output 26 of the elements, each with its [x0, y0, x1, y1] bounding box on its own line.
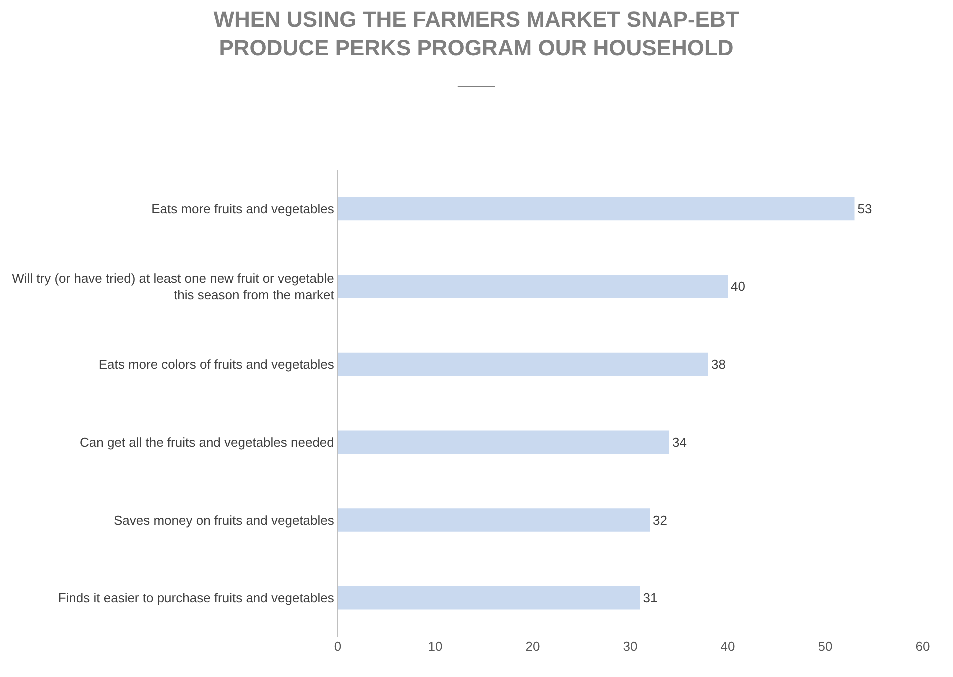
data-label: 40	[731, 279, 746, 294]
x-tick-label: 50	[818, 639, 833, 654]
bar	[338, 586, 640, 610]
x-tick-label: 40	[720, 639, 736, 654]
y-tick-label: Eats more colors of fruits and vegetables	[98, 357, 335, 372]
data-label: 34	[672, 434, 687, 450]
data-label: 32	[653, 512, 668, 528]
y-tick-label: Saves money on fruits and vegetables	[114, 512, 335, 528]
bar	[338, 352, 708, 376]
data-label: 31	[643, 590, 658, 606]
y-tick-label: Will try (or have tried) at least one new fruit or vegetable this season from the market	[12, 270, 335, 303]
x-tick-label: 20	[526, 639, 540, 654]
x-tick-label: 30	[623, 639, 638, 654]
bar	[338, 197, 855, 221]
bar	[338, 430, 670, 454]
y-tick-label: Can get all the fruits and vegetables needed	[80, 434, 334, 450]
data-label: 38	[712, 357, 726, 372]
chart-title: WHEN USING THE FARMERS MARKET SNAP-EBT PRODUCE PERKS PROGRAM OUR HOUSEHOLD ___	[214, 7, 740, 90]
x-tick-label: 10	[428, 639, 443, 654]
x-tick-label: 0	[334, 639, 342, 654]
y-tick-label: Finds it easier to purchase fruits and vegetables	[58, 590, 335, 606]
data-label: 53	[858, 201, 872, 216]
y-tick-label: Eats more fruits and vegetables	[152, 201, 335, 216]
x-tick-label: 60	[916, 639, 930, 654]
bar	[338, 508, 650, 532]
bar	[338, 275, 728, 298]
